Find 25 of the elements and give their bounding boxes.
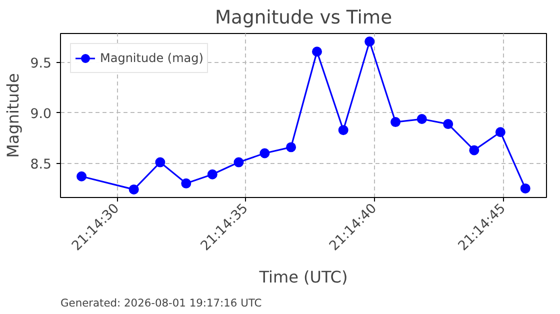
point — [390, 117, 401, 128]
point — [128, 184, 139, 194]
point — [181, 178, 192, 188]
point — [312, 46, 322, 57]
point — [520, 183, 530, 194]
point — [364, 36, 375, 47]
point — [207, 169, 218, 180]
point — [338, 125, 348, 136]
point — [234, 157, 244, 168]
y-axis-title: Magnitude — [3, 73, 22, 158]
y-tick-label: 8.5 — [30, 157, 52, 172]
point — [443, 119, 454, 130]
y-tick-label: 9.0 — [30, 106, 52, 122]
point — [286, 142, 296, 152]
x-axis-title: Time (UTC) — [258, 267, 348, 286]
point — [495, 127, 506, 138]
legend-label: Magnitude (mag) — [100, 51, 204, 65]
point — [155, 157, 166, 168]
point — [469, 145, 480, 156]
text: Generated: 2026-08-01 19:17:16 UTC — [60, 296, 262, 310]
point — [260, 148, 270, 158]
y-tick-label: 9.5 — [30, 56, 52, 72]
chart-title: Magnitude vs Time — [214, 8, 392, 28]
point — [76, 171, 87, 182]
point — [416, 114, 427, 124]
